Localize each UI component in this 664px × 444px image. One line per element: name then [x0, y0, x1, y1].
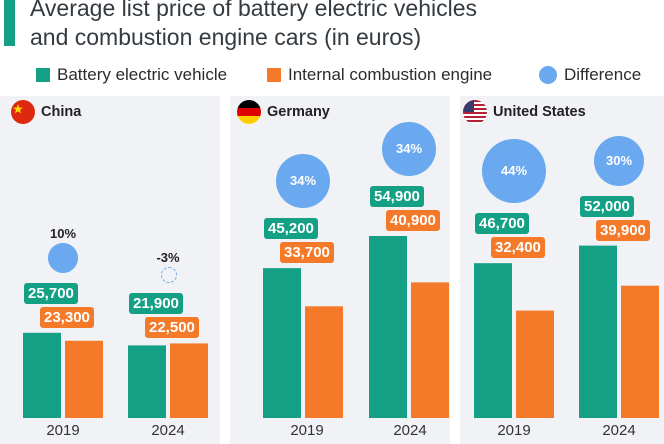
bar-us-bev-2024 — [579, 245, 617, 418]
difference-label-us-2019: 44% — [500, 163, 528, 179]
value-label-us-ice-2024: 39,900 — [596, 219, 650, 241]
year-label-germany-2019: 2019 — [290, 422, 324, 439]
difference-bubble-china-2019 — [48, 242, 78, 273]
difference-bubble-china-2024 — [161, 267, 177, 284]
legend-label-bev: Battery electric vehicle — [57, 65, 228, 84]
legend-swatch-difference — [539, 66, 557, 84]
bar-us-ice-2019 — [516, 310, 554, 418]
value-label-germany-ice-2024: 40,900 — [386, 210, 440, 231]
bar-us-bev-2019 — [474, 263, 512, 418]
legend-swatch-ice — [267, 68, 281, 82]
year-label-us-2019: 2019 — [497, 422, 531, 439]
panel-title-united-states: United States — [463, 100, 586, 124]
difference-label-germany-2019: 34% — [289, 173, 317, 189]
year-label-germany-2024: 2024 — [393, 422, 427, 439]
year-label-china-2019: 2019 — [46, 422, 80, 439]
bar-china-ice-2019 — [65, 340, 103, 418]
value-label-us-ice-2019: 32,400 — [491, 237, 545, 259]
value-label-us-bev-2024: 52,000 — [580, 195, 634, 217]
usa-flag-icon — [463, 100, 487, 124]
value-label-china-ice-2024: 22,500 — [145, 317, 199, 339]
difference-label-china-2024: -3% — [156, 250, 180, 266]
legend-swatch-bev — [36, 68, 50, 82]
legend-label-ice: Internal combustion engine — [288, 65, 493, 84]
difference-bubble-germany-2019 — [276, 154, 330, 209]
chart-title: Average list price of battery electric v… — [30, 0, 477, 52]
value-label-china-bev-2019: 25,700 — [24, 282, 78, 304]
panel-title-germany: Germany — [237, 100, 330, 124]
difference-bubble-us-2019 — [482, 139, 546, 204]
country-label-china: China — [41, 104, 82, 120]
legend-item-difference: Difference — [539, 65, 641, 85]
value-label-china-bev-2024: 21,900 — [129, 293, 183, 315]
country-label-germany: Germany — [267, 104, 330, 120]
value-label-germany-ice-2019: 33,700 — [280, 242, 334, 264]
legend-label-difference: Difference — [564, 65, 642, 84]
value-label-germany-bev-2019: 45,200 — [264, 218, 318, 240]
bar-germany-ice-2024 — [411, 282, 449, 418]
legend-item-bev: Battery electric vehicle — [36, 65, 227, 85]
year-label-china-2024: 2024 — [151, 422, 185, 439]
difference-bubble-us-2024 — [594, 135, 644, 186]
bar-china-bev-2024 — [128, 345, 166, 418]
bar-germany-bev-2019 — [263, 268, 301, 418]
bar-us-ice-2024 — [621, 285, 659, 418]
difference-bubble-germany-2024 — [382, 122, 436, 176]
country-label-united-states: United States — [493, 104, 586, 120]
bar-germany-ice-2019 — [305, 306, 343, 418]
difference-label-us-2024: 30% — [605, 152, 633, 168]
chart-title-line-1: Average list price of battery electric v… — [30, 0, 477, 21]
value-label-china-ice-2019: 23,300 — [40, 306, 94, 328]
panel-title-china: China — [11, 100, 81, 124]
legend-item-ice: Internal combustion engine — [267, 65, 492, 85]
bar-china-bev-2019 — [23, 332, 61, 418]
value-label-us-bev-2019: 46,700 — [475, 213, 529, 235]
title-accent-bar — [4, 0, 15, 46]
legend: Battery electric vehicle Internal combus… — [0, 65, 664, 89]
china-flag-icon — [11, 100, 35, 124]
germany-flag-icon — [237, 100, 261, 124]
difference-label-china-2019: 10% — [49, 225, 77, 241]
chart-title-line-2: and combustion engine cars (in euros) — [30, 24, 422, 50]
year-label-us-2024: 2024 — [602, 422, 636, 439]
value-label-germany-bev-2024: 54,900 — [370, 186, 424, 207]
difference-label-germany-2024: 34% — [395, 141, 423, 156]
bar-china-ice-2024 — [170, 343, 208, 418]
bar-germany-bev-2024 — [369, 236, 407, 418]
